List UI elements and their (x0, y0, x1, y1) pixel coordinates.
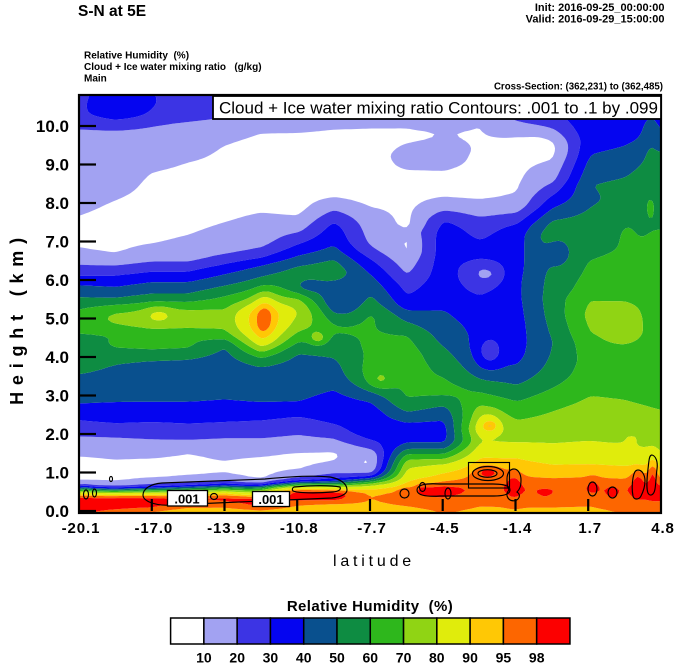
svg-text:Relative Humidity (%): Relative Humidity (%) (287, 598, 453, 615)
svg-text:8.0: 8.0 (45, 194, 69, 213)
svg-text:95: 95 (496, 650, 512, 666)
svg-text:70: 70 (396, 650, 412, 666)
svg-text:Cloud + Ice water mixing ratio: Cloud + Ice water mixing ratio (g/kg) (84, 62, 262, 73)
svg-text:20: 20 (229, 650, 245, 666)
svg-text:5.0: 5.0 (45, 310, 69, 329)
svg-text:Init: 2016-09-25_00:00:00: Init: 2016-09-25_00:00:00 (535, 2, 665, 14)
svg-text:-17.0: -17.0 (134, 520, 173, 537)
svg-text:-13.9: -13.9 (207, 520, 246, 537)
svg-text:60: 60 (363, 650, 379, 666)
svg-text:1.7: 1.7 (578, 520, 602, 537)
svg-text:1.0: 1.0 (45, 464, 69, 483)
svg-text:Relative Humidity (%): Relative Humidity (%) (84, 51, 189, 62)
svg-text:7.0: 7.0 (45, 233, 69, 252)
svg-text:10.0: 10.0 (36, 117, 69, 136)
svg-text:.001: .001 (174, 492, 199, 507)
svg-text:50: 50 (329, 650, 345, 666)
svg-text:80: 80 (429, 650, 445, 666)
svg-text:Height (km): Height (km) (7, 231, 27, 405)
svg-text:-7.7: -7.7 (357, 520, 386, 537)
svg-text:-1.4: -1.4 (503, 520, 532, 537)
svg-text:0.0: 0.0 (45, 502, 69, 521)
svg-text:98: 98 (529, 650, 545, 666)
svg-text:30: 30 (263, 650, 279, 666)
svg-text:S-N at 5E: S-N at 5E (78, 3, 146, 20)
svg-text:2.0: 2.0 (45, 425, 69, 444)
svg-text:3.0: 3.0 (45, 387, 69, 406)
svg-text:4.8: 4.8 (651, 520, 674, 537)
svg-text:Valid: 2016-09-29_15:00:00: Valid: 2016-09-29_15:00:00 (526, 14, 665, 26)
svg-text:.001: .001 (258, 492, 283, 507)
svg-text:9.0: 9.0 (45, 156, 69, 175)
svg-text:6.0: 6.0 (45, 271, 69, 290)
svg-text:10: 10 (196, 650, 212, 666)
svg-text:Cross-Section: (362,231) to (3: Cross-Section: (362,231) to (362,485) (494, 82, 663, 93)
svg-text:4.0: 4.0 (45, 348, 69, 367)
svg-text:-20.1: -20.1 (62, 520, 101, 537)
svg-text:latitude: latitude (333, 553, 415, 570)
svg-text:90: 90 (462, 650, 478, 666)
svg-text:Main: Main (84, 74, 107, 85)
svg-text:-4.5: -4.5 (430, 520, 459, 537)
svg-text:-10.8: -10.8 (280, 520, 319, 537)
svg-text:40: 40 (296, 650, 312, 666)
svg-text:Cloud + Ice water mixing ratio: Cloud + Ice water mixing ratio Contours:… (219, 99, 658, 118)
